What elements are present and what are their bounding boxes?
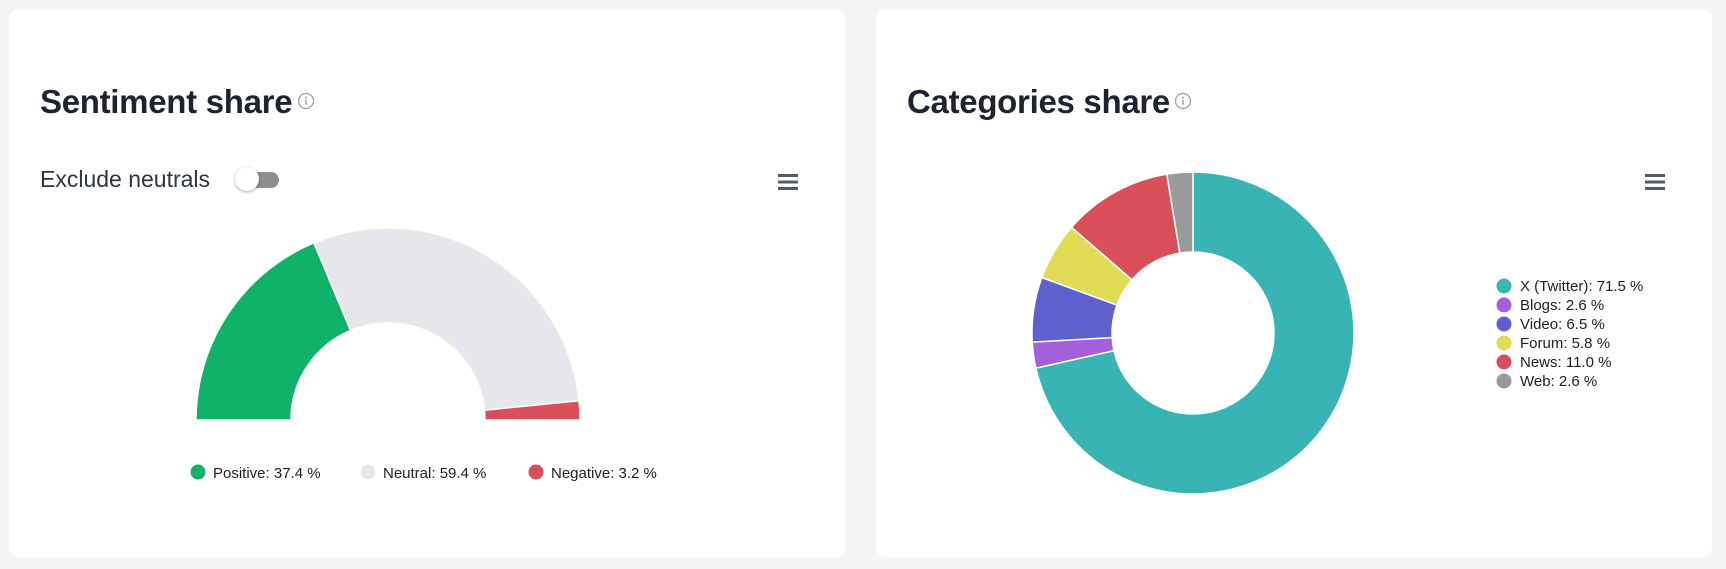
legend-label: Neutral: 59.4 % bbox=[383, 465, 486, 482]
categories-share-card: Categories share X (Twitter): 71.5 % Blog… bbox=[876, 9, 1712, 557]
legend-news[interactable]: News: 11.0 % bbox=[1496, 354, 1612, 371]
legend-marker bbox=[1496, 373, 1512, 389]
sentiment-share-title: Sentiment share bbox=[40, 83, 293, 120]
sentiment-share-card: Sentiment share Exclude neutrals Positiv… bbox=[9, 9, 845, 557]
categories-chart: X (Twitter): 71.5 % Blogs: 2.6 % Video: 6.… bbox=[1031, 171, 1644, 495]
hamburger-menu-icon[interactable] bbox=[777, 172, 799, 192]
legend-x-twitter[interactable]: X (Twitter): 71.5 % bbox=[1496, 278, 1644, 295]
legend-web[interactable]: Web: 2.6 % bbox=[1496, 373, 1598, 390]
legend-marker bbox=[1496, 335, 1512, 351]
sentiment-chart: Positive: 37.4 % Neutral: 59.4 % Negative:… bbox=[190, 227, 657, 483]
slice-neutral[interactable] bbox=[312, 227, 580, 412]
slice-x-twitter[interactable] bbox=[1034, 171, 1355, 495]
legend-marker bbox=[1496, 316, 1512, 332]
legend-neutral[interactable]: Neutral: 59.4 % bbox=[360, 464, 487, 483]
exclude-neutrals-toggle[interactable] bbox=[235, 167, 279, 191]
slice-negative[interactable] bbox=[483, 399, 581, 421]
categories-share-title: Categories share bbox=[907, 83, 1170, 120]
legend-label: Video: 6.5 % bbox=[1520, 316, 1605, 333]
legend-label: Forum: 5.8 % bbox=[1520, 335, 1610, 352]
legend-label: Web: 2.6 % bbox=[1520, 373, 1597, 390]
slice-web[interactable] bbox=[1165, 171, 1194, 254]
legend-positive[interactable]: Positive: 37.4 % bbox=[190, 464, 321, 483]
legend-label: Negative: 3.2 % bbox=[551, 465, 657, 482]
slice-positive[interactable] bbox=[195, 241, 352, 421]
hamburger-menu-icon[interactable] bbox=[1644, 172, 1666, 192]
legend-marker bbox=[360, 464, 376, 480]
legend-video[interactable]: Video: 6.5 % bbox=[1496, 316, 1605, 333]
legend-label: Blogs: 2.6 % bbox=[1520, 297, 1604, 314]
legend-blogs[interactable]: Blogs: 2.6 % bbox=[1496, 297, 1605, 314]
legend-marker bbox=[1496, 354, 1512, 370]
legend-label: News: 11.0 % bbox=[1520, 354, 1611, 371]
legend-marker bbox=[1496, 278, 1512, 294]
legend-marker bbox=[190, 464, 206, 480]
info-icon[interactable] bbox=[296, 91, 316, 111]
legend-label: X (Twitter): 71.5 % bbox=[1520, 278, 1643, 295]
info-icon[interactable] bbox=[1173, 91, 1193, 111]
exclude-neutrals-label: Exclude neutrals bbox=[40, 166, 211, 192]
toggle-knob bbox=[235, 167, 259, 191]
legend-negative[interactable]: Negative: 3.2 % bbox=[528, 464, 657, 483]
legend-forum[interactable]: Forum: 5.8 % bbox=[1496, 335, 1611, 352]
legend-marker bbox=[528, 464, 544, 480]
legend-label: Positive: 37.4 % bbox=[213, 465, 321, 482]
legend-marker bbox=[1496, 297, 1512, 313]
